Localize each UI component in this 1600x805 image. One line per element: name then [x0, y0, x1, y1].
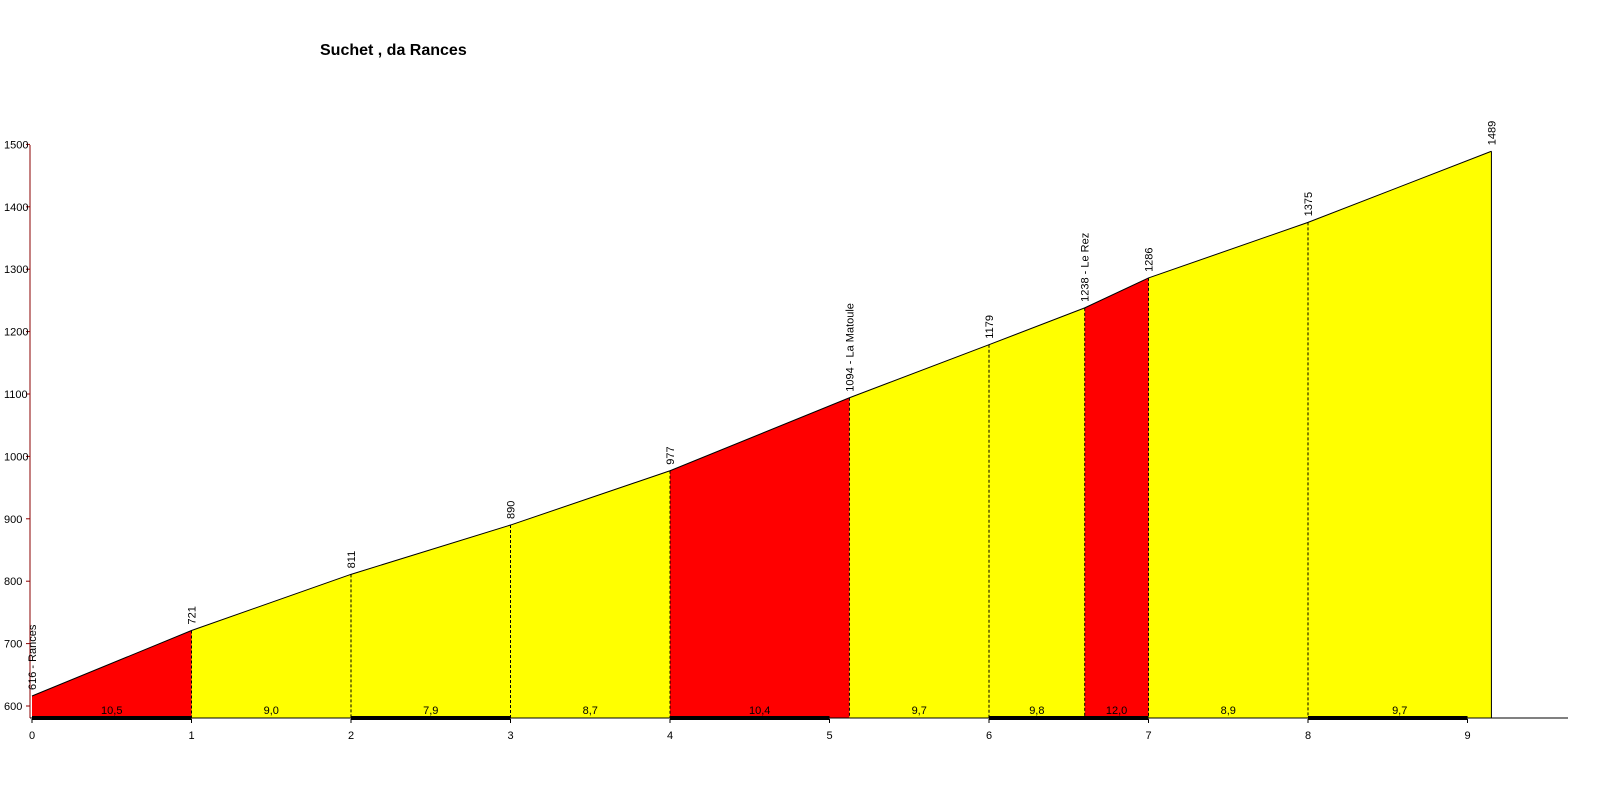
- y-tick-label-1200: 1200: [4, 327, 28, 339]
- y-tick-label-1500: 1500: [4, 139, 28, 151]
- gradient-labels: 10,5 9,0 7,9 8,7 10,4 9,7 9,8 12,0 8,9 9,7: [101, 705, 1407, 717]
- gradient-label-5: 10,4: [749, 705, 770, 717]
- segment-fill-4: [510, 470, 670, 718]
- point-label-4: 890: [506, 501, 518, 519]
- gradient-label-6: 9,7: [912, 705, 927, 717]
- x-tick-label-2: 2: [348, 730, 354, 742]
- gradient-label-9: 8,9: [1221, 705, 1236, 717]
- gradient-label-8: 12,0: [1106, 705, 1127, 717]
- y-tick-label-700: 700: [4, 639, 22, 651]
- km-bar-block-4: [670, 716, 830, 720]
- gradient-label-7: 9,8: [1029, 705, 1044, 717]
- x-tick-label-4: 4: [667, 730, 673, 742]
- segment-fill-7: [989, 307, 1085, 718]
- segment-fill-8: [1084, 277, 1149, 718]
- x-tick-label-3: 3: [507, 730, 513, 742]
- point-label-2: 721: [187, 606, 199, 624]
- segment-fills: [32, 151, 1492, 718]
- y-tick-label-1100: 1100: [4, 389, 28, 401]
- segment-fill-1: [32, 630, 192, 718]
- point-label-3: 811: [346, 551, 358, 569]
- segment-fill-10: [1308, 151, 1492, 718]
- chart-title: Suchet , da Rances: [320, 42, 467, 59]
- point-label-8: 1238 - Le Rez: [1080, 233, 1092, 302]
- point-label-11: 1489: [1486, 121, 1498, 145]
- gradient-label-1: 10,5: [101, 705, 122, 717]
- y-tick-label-800: 800: [4, 576, 22, 588]
- gradient-label-3: 7,9: [423, 705, 438, 717]
- x-tick-label-0: 0: [29, 730, 35, 742]
- y-tick-label-900: 900: [4, 514, 22, 526]
- segment-fill-6: [849, 344, 989, 718]
- segment-dividers: [191, 151, 1492, 718]
- x-tick-label-9: 9: [1464, 730, 1470, 742]
- km-bar-block-6: [989, 716, 1149, 720]
- gradient-label-4: 8,7: [583, 705, 598, 717]
- point-label-5: 977: [665, 446, 677, 464]
- point-label-9: 1286: [1144, 247, 1156, 271]
- x-tick-label-6: 6: [986, 730, 992, 742]
- segment-fill-9: [1148, 222, 1308, 718]
- segment-fill-3: [351, 525, 511, 718]
- x-tick-label-1: 1: [188, 730, 194, 742]
- gradient-label-2: 9,0: [264, 705, 279, 717]
- x-tick-label-5: 5: [826, 730, 832, 742]
- km-bar-block-0: [32, 716, 192, 720]
- km-bar: [32, 716, 1468, 720]
- segment-fill-2: [191, 574, 351, 718]
- profile-line-group: [31, 150, 1492, 697]
- km-bar-block-8: [1308, 716, 1468, 720]
- point-label-7: 1179: [984, 315, 996, 339]
- y-tick-label-1300: 1300: [4, 264, 28, 276]
- y-tick-label-600: 600: [4, 701, 22, 713]
- point-label-1: 616 - Rances: [27, 624, 39, 690]
- x-tick-label-7: 7: [1145, 730, 1151, 742]
- km-bar-block-2: [351, 716, 511, 720]
- profile-line: [31, 150, 1492, 697]
- segment-fill-5: [670, 397, 850, 718]
- point-label-10: 1375: [1303, 192, 1315, 216]
- x-tick-label-8: 8: [1305, 730, 1311, 742]
- y-tick-label-1400: 1400: [4, 202, 28, 214]
- gradient-label-10: 9,7: [1392, 705, 1407, 717]
- point-labels: 616 - Rances 721 811 890 977 1094 - La Matoul…: [27, 121, 1498, 690]
- point-label-6: 1094 - La Matoule: [844, 303, 856, 392]
- y-tick-label-1000: 1000: [4, 451, 28, 463]
